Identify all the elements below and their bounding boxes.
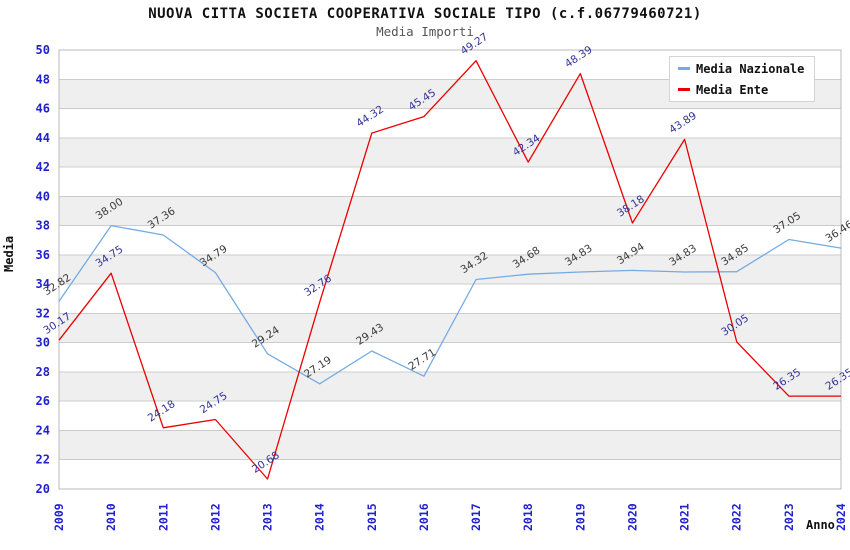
x-tick-label: 2009	[52, 503, 66, 531]
y-tick-label: 42	[36, 160, 50, 174]
x-tick-label: 2011	[156, 503, 170, 531]
data-label: 32.82	[41, 272, 73, 298]
x-tick-label: 2010	[104, 503, 118, 531]
plot-band	[59, 196, 841, 226]
y-tick-label: 30	[36, 336, 50, 350]
series-line-media-nazionale	[58, 224, 842, 385]
y-tick-label: 24	[36, 423, 50, 437]
series-line-media-ente	[58, 60, 841, 480]
data-label: 24.18	[146, 398, 178, 424]
plot-band	[59, 254, 841, 285]
x-tick-label: 2023	[782, 503, 796, 531]
x-tick-label: 2016	[417, 503, 431, 531]
legend-label: Media Ente	[696, 82, 769, 97]
x-tick-label: 2018	[521, 503, 535, 531]
y-tick-label: 32	[36, 306, 50, 320]
x-tick-label: 2022	[730, 503, 744, 531]
legend-label: Media Nazionale	[696, 61, 805, 76]
plot-band	[59, 430, 841, 460]
plot-border	[58, 49, 842, 490]
y-tick-label: 38	[36, 219, 50, 233]
x-tick-label: 2020	[625, 503, 639, 531]
line-swatch-icon	[678, 88, 690, 91]
plot-band	[59, 137, 841, 168]
y-tick-label: 20	[36, 482, 50, 496]
x-axis-title: Anno	[806, 518, 835, 532]
y-tick-label: 22	[36, 453, 50, 467]
plot-band	[59, 371, 841, 402]
x-tick-label: 2015	[365, 503, 379, 531]
y-tick-label: 36	[36, 248, 50, 262]
x-tick-label: 2014	[313, 503, 327, 531]
y-tick-label: 40	[36, 189, 50, 203]
x-tick-label: 2012	[208, 503, 222, 531]
chart-title: NUOVA CITTA SOCIETA COOPERATIVA SOCIALE …	[148, 6, 702, 22]
data-label: 49.27	[459, 31, 491, 57]
x-tick-label: 2017	[469, 503, 483, 531]
chart-subtitle: Media Importi	[376, 24, 474, 39]
y-tick-label: 34	[36, 277, 50, 291]
x-tick-label: 2019	[573, 503, 587, 531]
line-swatch-icon	[678, 67, 690, 70]
data-label: 43.89	[667, 110, 699, 136]
x-tick-label: 2021	[678, 503, 692, 531]
y-tick-label: 46	[36, 102, 50, 116]
x-tick-label: 2013	[261, 503, 275, 531]
x-tick-label: 2024	[834, 503, 848, 531]
y-axis-title: Media	[2, 235, 16, 272]
data-label: 48.39	[563, 44, 595, 70]
y-tick-label: 50	[36, 43, 50, 57]
legend-item-media-nazionale: Media Nazionale	[670, 60, 814, 77]
y-tick-label: 44	[36, 131, 50, 145]
legend-item-media-ente: Media Ente	[670, 81, 814, 98]
y-tick-label: 26	[36, 394, 50, 408]
y-tick-label: 28	[36, 365, 50, 379]
legend: Media Nazionale Media Ente	[669, 56, 815, 102]
y-tick-label: 48	[36, 72, 50, 86]
